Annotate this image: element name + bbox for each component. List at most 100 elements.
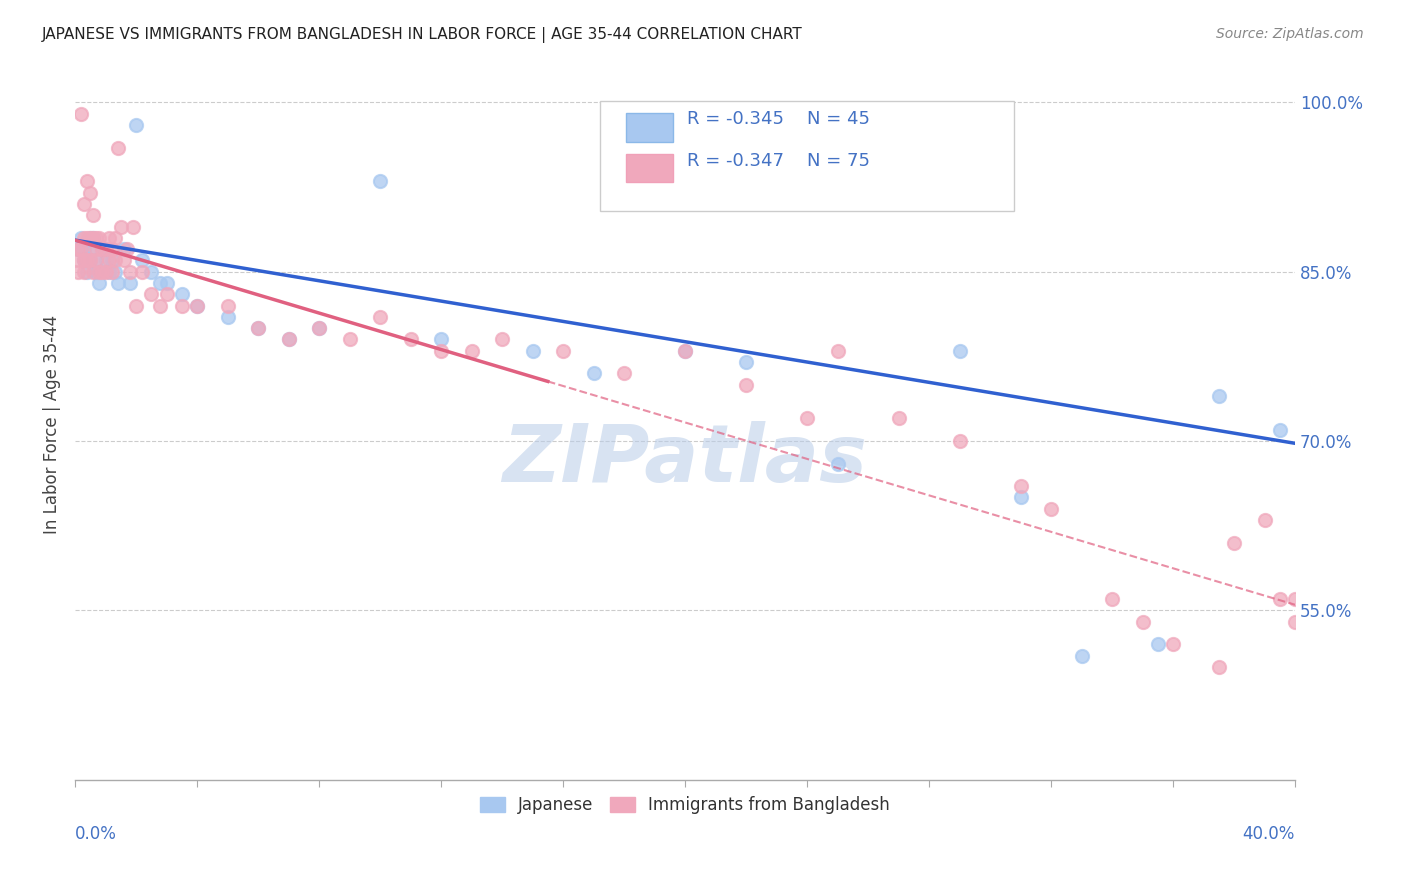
Point <box>82 242 104 256</box>
Point <box>76 265 98 279</box>
Point <box>613 367 636 381</box>
Point <box>67 242 90 256</box>
Point <box>735 377 758 392</box>
Point <box>86 265 108 279</box>
Point <box>118 276 141 290</box>
Point <box>368 174 391 188</box>
Point <box>118 265 141 279</box>
Point <box>308 321 330 335</box>
Point <box>1070 648 1092 663</box>
Point <box>125 299 148 313</box>
Point <box>887 411 910 425</box>
Point <box>1010 479 1032 493</box>
Point <box>107 140 129 154</box>
Point <box>277 333 299 347</box>
Point <box>76 253 98 268</box>
Point <box>1223 535 1246 549</box>
Point <box>247 321 270 335</box>
Y-axis label: In Labor Force | Age 35-44: In Labor Force | Age 35-44 <box>44 315 60 533</box>
Point <box>131 265 153 279</box>
Point <box>522 343 544 358</box>
Point <box>86 253 108 268</box>
Point <box>339 333 361 347</box>
Point <box>460 343 482 358</box>
Point <box>308 321 330 335</box>
Point <box>186 299 208 313</box>
Text: ZIPatlas: ZIPatlas <box>502 421 868 499</box>
Point <box>104 253 127 268</box>
Point <box>76 174 98 188</box>
Point <box>112 253 135 268</box>
Point <box>86 253 108 268</box>
Point <box>67 253 90 268</box>
Point <box>97 253 120 268</box>
Point <box>91 242 114 256</box>
Point <box>94 253 117 268</box>
Point <box>125 118 148 132</box>
Point <box>186 299 208 313</box>
Point <box>73 265 96 279</box>
Point <box>1208 660 1230 674</box>
Point <box>131 253 153 268</box>
Point <box>673 343 696 358</box>
Text: JAPANESE VS IMMIGRANTS FROM BANGLADESH IN LABOR FORCE | AGE 35-44 CORRELATION CH: JAPANESE VS IMMIGRANTS FROM BANGLADESH I… <box>42 27 803 43</box>
Point <box>277 333 299 347</box>
Legend: Japanese, Immigrants from Bangladesh: Japanese, Immigrants from Bangladesh <box>472 789 897 822</box>
Point <box>796 411 818 425</box>
Point <box>582 367 605 381</box>
Point <box>1161 637 1184 651</box>
Point <box>79 253 101 268</box>
Point <box>79 231 101 245</box>
Point <box>79 231 101 245</box>
Point <box>94 242 117 256</box>
Point <box>1010 491 1032 505</box>
Point <box>217 310 239 324</box>
Point <box>1284 615 1306 629</box>
Point <box>94 265 117 279</box>
Point <box>91 242 114 256</box>
Point <box>82 265 104 279</box>
Point <box>1268 423 1291 437</box>
Point <box>112 242 135 256</box>
Point <box>73 253 96 268</box>
Point <box>67 265 90 279</box>
Point <box>155 287 177 301</box>
Point <box>76 253 98 268</box>
Point <box>170 287 193 301</box>
Point <box>1132 615 1154 629</box>
Point <box>82 231 104 245</box>
Point <box>73 197 96 211</box>
Point <box>122 219 145 234</box>
Point <box>1146 637 1168 651</box>
Point <box>673 343 696 358</box>
Point <box>1284 592 1306 607</box>
Point <box>399 333 422 347</box>
Point <box>1040 501 1063 516</box>
Point <box>1253 513 1275 527</box>
Point <box>1208 389 1230 403</box>
Point <box>89 265 111 279</box>
Point <box>70 242 93 256</box>
Point <box>67 242 90 256</box>
Point <box>948 434 970 448</box>
Text: R = -0.347    N = 75: R = -0.347 N = 75 <box>688 152 870 170</box>
Point <box>104 265 127 279</box>
Point <box>149 276 172 290</box>
Point <box>89 231 111 245</box>
Point <box>76 231 98 245</box>
Point <box>827 343 849 358</box>
Point <box>170 299 193 313</box>
Point <box>217 299 239 313</box>
Point <box>1101 592 1123 607</box>
Text: 40.0%: 40.0% <box>1243 825 1295 843</box>
Point <box>155 276 177 290</box>
Point <box>430 333 453 347</box>
Point <box>735 355 758 369</box>
Point <box>100 253 122 268</box>
Point <box>91 265 114 279</box>
Point <box>100 242 122 256</box>
Point <box>73 231 96 245</box>
Point <box>100 265 122 279</box>
Point <box>491 333 513 347</box>
Point <box>73 242 96 256</box>
